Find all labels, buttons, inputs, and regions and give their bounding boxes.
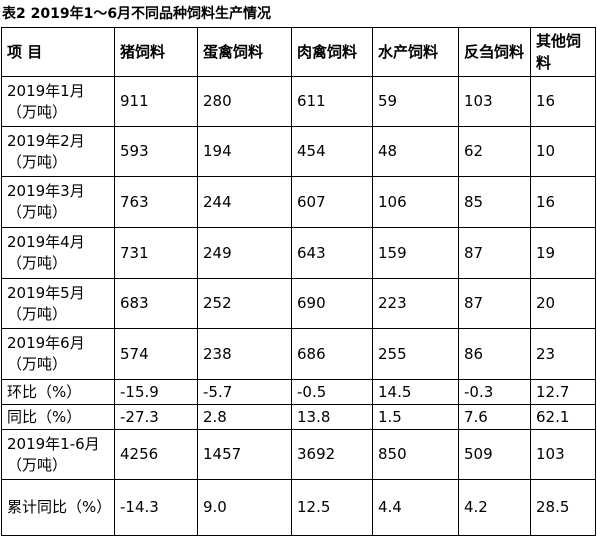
table-cell: 194: [197, 126, 292, 177]
row-label: 同比（%）: [1, 404, 115, 430]
table-cell: 20: [530, 278, 596, 329]
header-label: 反刍饲料: [464, 43, 525, 61]
table-cell: 7.6: [458, 404, 531, 430]
table-row: 2019年5月（万吨） 683 252 690 223 87 20: [1, 278, 596, 329]
table-row: 环比（%） -15.9 -5.7 -0.5 14.5 -0.3 12.7: [1, 379, 596, 405]
table-row: 同比（%） -27.3 2.8 13.8 1.5 7.6 62.1: [1, 404, 596, 430]
table-cell: 238: [197, 328, 292, 380]
table-cell: 14.5: [372, 379, 459, 405]
table-cell: 1.5: [372, 404, 459, 430]
table-cell: 731: [114, 227, 198, 279]
table-row: 2019年6月（万吨） 574 238 686 255 86 23: [1, 328, 596, 380]
table-cell: 48: [372, 126, 459, 177]
table-row: 2019年4月（万吨） 731 249 643 159 87 19: [1, 227, 596, 279]
row-label: 2019年6月（万吨）: [1, 328, 115, 380]
table-cell: 16: [530, 176, 596, 228]
table-cell: 85: [458, 176, 531, 228]
table-cell: 106: [372, 176, 459, 228]
table-row: 2019年1月（万吨） 911 280 611 59 103 16: [1, 76, 596, 127]
table-cell: 9.0: [197, 479, 292, 536]
header-cell-aquatic-feed: 水产饲料: [372, 27, 459, 77]
table-caption: 表2 2019年1～6月不同品种饲料生产情况: [2, 6, 272, 22]
header-cell-layer-feed: 蛋禽饲料: [197, 27, 292, 77]
table-cell: 19: [530, 227, 596, 279]
header-cell-broiler-feed: 肉禽饲料: [291, 27, 373, 77]
header-cell-ruminant-feed: 反刍饲料: [458, 27, 531, 77]
table-cell: 611: [291, 76, 373, 127]
table-row: 2019年2月（万吨） 593 194 454 48 62 10: [1, 126, 596, 177]
table-cell: 249: [197, 227, 292, 279]
row-label: 累计同比（%）: [1, 479, 115, 536]
table-cell: 280: [197, 76, 292, 127]
table-cell: 13.8: [291, 404, 373, 430]
header-cell-pig-feed: 猪饲料: [114, 27, 198, 77]
row-label: 2019年3月（万吨）: [1, 176, 115, 228]
row-label: 2019年2月（万吨）: [1, 126, 115, 177]
table-row: 2019年1-6月（万吨） 4256 1457 3692 850 509 103: [1, 429, 596, 480]
table-cell: 28.5: [530, 479, 596, 536]
table-cell: 252: [197, 278, 292, 329]
table-cell: 683: [114, 278, 198, 329]
table-cell: 62: [458, 126, 531, 177]
table-cell: 255: [372, 328, 459, 380]
table-cell: 223: [372, 278, 459, 329]
table-row: 2019年3月（万吨） 763 244 607 106 85 16: [1, 176, 596, 228]
table-cell: 454: [291, 126, 373, 177]
table-cell: 87: [458, 278, 531, 329]
table-cell: 3692: [291, 429, 373, 480]
table-cell: -0.3: [458, 379, 531, 405]
table-cell: 1457: [197, 429, 292, 480]
row-label: 2019年4月（万吨）: [1, 227, 115, 279]
table-cell: -0.5: [291, 379, 373, 405]
table-cell: 763: [114, 176, 198, 228]
table-cell: 4.2: [458, 479, 531, 536]
table-cell: 509: [458, 429, 531, 480]
table-cell: 23: [530, 328, 596, 380]
table-cell: 103: [458, 76, 531, 127]
table-cell: -27.3: [114, 404, 198, 430]
table-cell: 593: [114, 126, 198, 177]
table-cell: -14.3: [114, 479, 198, 536]
table-cell: 690: [291, 278, 373, 329]
feed-production-table: 项 目 猪饲料 蛋禽饲料 肉禽饲料 水产饲料 反刍饲料 其他饲料 2019年1月…: [1, 27, 596, 536]
table-cell: 643: [291, 227, 373, 279]
header-label: 其他饲料: [536, 32, 582, 72]
row-label: 2019年5月（万吨）: [1, 278, 115, 329]
row-label: 环比（%）: [1, 379, 115, 405]
header-cell-other-feed: 其他饲料: [530, 27, 596, 77]
table-cell: 686: [291, 328, 373, 380]
table-cell: 4256: [114, 429, 198, 480]
row-label: 2019年1-6月（万吨）: [1, 429, 115, 480]
table-cell: 607: [291, 176, 373, 228]
table-cell: 59: [372, 76, 459, 127]
table-cell: 244: [197, 176, 292, 228]
table-cell: 574: [114, 328, 198, 380]
table-cell: 4.4: [372, 479, 459, 536]
table-cell: 16: [530, 76, 596, 127]
table-cell: 10: [530, 126, 596, 177]
table-cell: 850: [372, 429, 459, 480]
header-row: 项 目 猪饲料 蛋禽饲料 肉禽饲料 水产饲料 反刍饲料 其他饲料: [1, 27, 596, 77]
table-cell: 12.7: [530, 379, 596, 405]
table-cell: -15.9: [114, 379, 198, 405]
table-cell: 86: [458, 328, 531, 380]
table-cell: 159: [372, 227, 459, 279]
row-label: 2019年1月（万吨）: [1, 76, 115, 127]
header-cell-item: 项 目: [1, 27, 115, 77]
table-cell: 87: [458, 227, 531, 279]
table-row: 累计同比（%） -14.3 9.0 12.5 4.4 4.2 28.5: [1, 479, 596, 536]
table-cell: 12.5: [291, 479, 373, 536]
table-cell: 62.1: [530, 404, 596, 430]
table-cell: -5.7: [197, 379, 292, 405]
table-cell: 911: [114, 76, 198, 127]
table-cell: 2.8: [197, 404, 292, 430]
table-cell: 103: [530, 429, 596, 480]
